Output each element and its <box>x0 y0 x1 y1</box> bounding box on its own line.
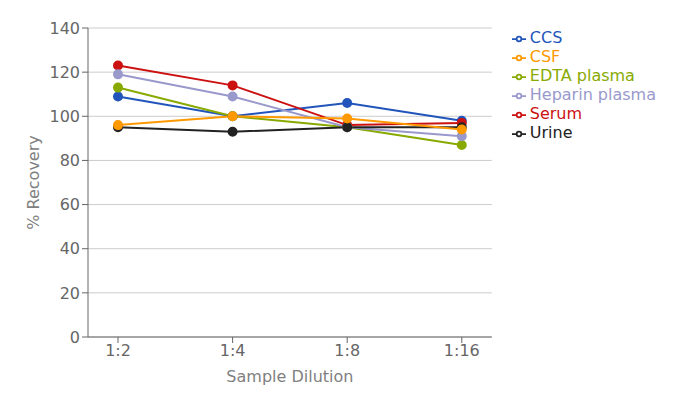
svg-text:140: 140 <box>49 19 80 38</box>
svg-text:1:4: 1:4 <box>220 341 246 360</box>
svg-text:40: 40 <box>60 239 80 258</box>
svg-text:80: 80 <box>60 151 80 170</box>
svg-text:120: 120 <box>49 63 80 82</box>
html-text:Urine: Urine <box>529 123 573 142</box>
svg-text:60: 60 <box>60 195 80 214</box>
svg-text:0: 0 <box>70 328 80 347</box>
svg-text:20: 20 <box>60 284 80 303</box>
svg-text:1:8: 1:8 <box>334 341 360 360</box>
html-text:Serum: Serum <box>529 104 583 123</box>
html-text:Heparin plasma: Heparin plasma <box>529 85 656 104</box>
svg-text:1:16: 1:16 <box>444 341 480 360</box>
html-text:CSF: CSF <box>529 47 561 66</box>
svg-text:1:2: 1:2 <box>105 341 131 360</box>
html-text:CCS: CCS <box>529 28 563 47</box>
html-text:EDTA plasma: EDTA plasma <box>529 66 635 85</box>
svg-text:Sample Dilution: Sample Dilution <box>226 367 353 386</box>
svg-text:% Recovery: % Recovery <box>24 135 43 229</box>
svg-text:100: 100 <box>49 107 80 126</box>
